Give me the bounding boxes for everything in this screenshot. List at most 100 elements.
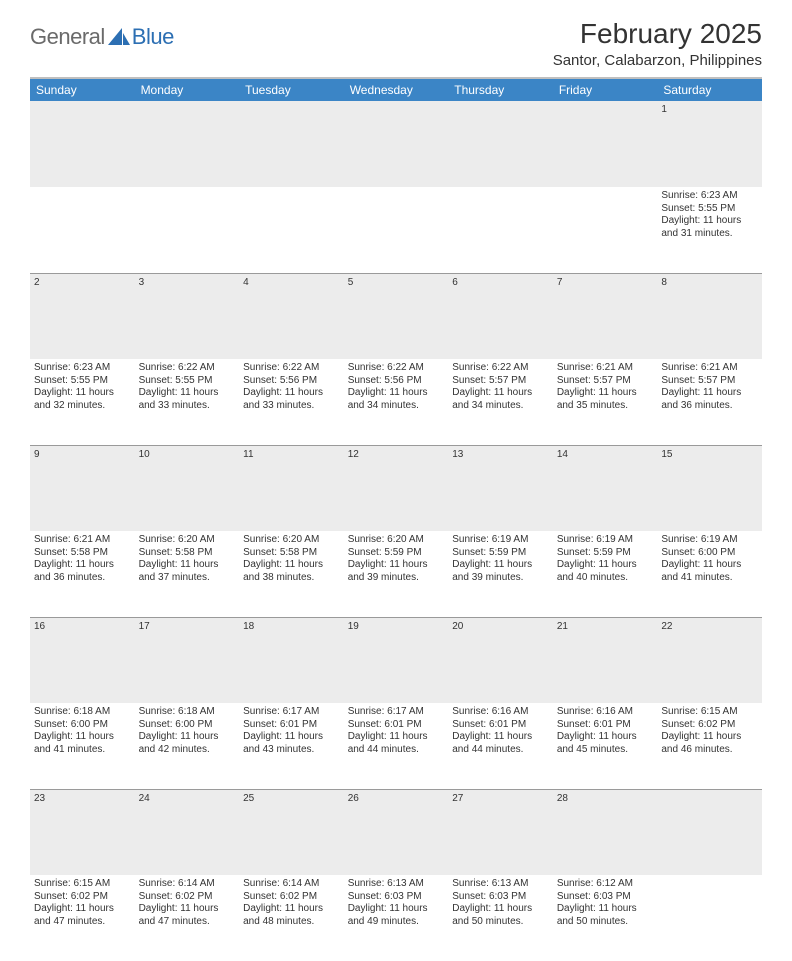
day-sunrise: Sunrise: 6:21 AM [661,362,758,375]
weekday-header: Monday [135,79,240,101]
day-content-row: Sunrise: 6:23 AMSunset: 5:55 PM Daylight:… [30,359,762,445]
day-day1: Daylight: 11 hours [139,903,236,916]
day-cell: Sunrise: 6:16 AMSunset: 6:01 PMDaylight:… [553,703,658,789]
day-number: 26 [344,789,449,875]
day-sunset: Sunset: 6:01 PM [243,719,340,732]
day-number: 4 [239,273,344,359]
day-day2: and 46 minutes. [661,744,758,757]
day-number: 2 [30,273,135,359]
day-number: 9 [30,445,135,531]
day-number: 27 [448,789,553,875]
day-cell: Sunrise: 6:17 AMSunset: 6:01 PMDaylight:… [344,703,449,789]
day-day2: and 38 minutes. [243,572,340,585]
day-day2: and 42 minutes. [139,744,236,757]
day-day1: Daylight: 11 hours [34,903,131,916]
day-content-row: Sunrise: 6:21 AMSunset: 5:58 PMDaylight:… [30,531,762,617]
day-day1: Daylight: 11 hours [348,731,445,744]
day-sunset: Sunset: 6:02 PM [34,891,131,904]
day-sunset: Sunset: 6:00 PM [139,719,236,732]
day-cell: Sunrise: 6:13 AMSunset: 6:03 PMDaylight:… [344,875,449,961]
page-header: General Blue February 2025 Santor, Calab… [30,18,762,69]
day-day1: Daylight: 11 hours [139,731,236,744]
day-cell: Sunrise: 6:17 AMSunset: 6:01 PMDaylight:… [239,703,344,789]
day-day2: and 33 minutes. [139,400,236,413]
day-day2: and 33 minutes. [243,400,340,413]
day-sunrise: Sunrise: 6:19 AM [661,534,758,547]
day-cell: Sunrise: 6:23 AMSunset: 5:55 PMDaylight:… [30,359,135,445]
day-cell: Sunrise: 6:12 AMSunset: 6:03 PMDaylight:… [553,875,658,961]
day-day2: and 49 minutes. [348,916,445,929]
day-sunset: Sunset: 5:59 PM [348,547,445,560]
day-content-row: Sunrise: 6:15 AMSunset: 6:02 PMDaylight:… [30,875,762,961]
location-subtitle: Santor, Calabarzon, Philippines [553,52,762,69]
day-sunrise: Sunrise: 6:14 AM [243,878,340,891]
day-day1: Daylight: 11 hours [557,903,654,916]
day-number [657,789,762,875]
brand-part2: Blue [132,24,174,50]
day-day1: Daylight: 11 hours [661,559,758,572]
day-sunrise: Sunrise: 6:20 AM [139,534,236,547]
day-number: 7 [553,273,658,359]
day-day2: and 39 minutes. [348,572,445,585]
day-sunset: Sunset: 6:03 PM [452,891,549,904]
day-sunset: Sunset: 6:02 PM [243,891,340,904]
weekday-header: Tuesday [239,79,344,101]
day-day1: Daylight: 11 hours [452,559,549,572]
weekday-header-row: SundayMondayTuesdayWednesdayThursdayFrid… [30,79,762,101]
day-sunset: Sunset: 6:02 PM [661,719,758,732]
day-day2: and 41 minutes. [34,744,131,757]
day-cell: Sunrise: 6:18 AMSunset: 6:00 PMDaylight:… [135,703,240,789]
day-cell: Sunrise: 6:19 AMSunset: 6:00 PMDaylight:… [657,531,762,617]
day-day1: Daylight: 11 hours [348,903,445,916]
day-number: 14 [553,445,658,531]
day-day1: Daylight: 11 hours [34,559,131,572]
day-sunset: Sunset: 5:58 PM [243,547,340,560]
day-number: 23 [30,789,135,875]
day-number: 11 [239,445,344,531]
day-day1: Daylight: 11 hours [139,559,236,572]
day-number: 5 [344,273,449,359]
day-number: 10 [135,445,240,531]
day-sunset: Sunset: 5:58 PM [34,547,131,560]
day-day1: Daylight: 11 hours [139,387,236,400]
month-title: February 2025 [553,18,762,50]
day-day2: and 36 minutes. [661,400,758,413]
day-cell [448,187,553,273]
day-number: 22 [657,617,762,703]
day-sunrise: Sunrise: 6:23 AM [661,190,758,203]
weekday-header: Wednesday [344,79,449,101]
day-sunset: Sunset: 5:57 PM [661,375,758,388]
day-number-row: 16171819202122 [30,617,762,703]
day-sunset: Sunset: 5:55 PM [661,203,758,216]
day-day2: and 50 minutes. [557,916,654,929]
day-sunset: Sunset: 5:55 PM [34,375,131,388]
brand-part1: General [30,24,105,50]
day-cell: Sunrise: 6:21 AMSunset: 5:58 PMDaylight:… [30,531,135,617]
day-sunrise: Sunrise: 6:17 AM [348,706,445,719]
title-block: February 2025 Santor, Calabarzon, Philip… [553,18,762,69]
day-day2: and 44 minutes. [348,744,445,757]
day-day2: and 47 minutes. [139,916,236,929]
day-cell [239,187,344,273]
day-cell [344,187,449,273]
day-cell [135,187,240,273]
day-sunrise: Sunrise: 6:19 AM [557,534,654,547]
day-number [30,101,135,187]
day-sunset: Sunset: 5:57 PM [452,375,549,388]
day-cell: Sunrise: 6:20 AMSunset: 5:58 PMDaylight:… [239,531,344,617]
day-number: 18 [239,617,344,703]
day-day1: Daylight: 11 hours [661,731,758,744]
day-cell: Sunrise: 6:15 AMSunset: 6:02 PMDaylight:… [657,703,762,789]
day-cell: Sunrise: 6:13 AMSunset: 6:03 PMDaylight:… [448,875,553,961]
day-cell [657,875,762,961]
day-number-row: 2345678 [30,273,762,359]
day-cell: Sunrise: 6:14 AMSunset: 6:02 PMDaylight:… [239,875,344,961]
day-cell: Sunrise: 6:22 AMSunset: 5:56 PMDaylight:… [239,359,344,445]
day-number: 6 [448,273,553,359]
day-sunset: Sunset: 5:59 PM [557,547,654,560]
day-sunset: Sunset: 6:00 PM [34,719,131,732]
day-sunrise: Sunrise: 6:23 AM [34,362,131,375]
day-sunrise: Sunrise: 6:15 AM [661,706,758,719]
day-day2: and 43 minutes. [243,744,340,757]
day-number [344,101,449,187]
